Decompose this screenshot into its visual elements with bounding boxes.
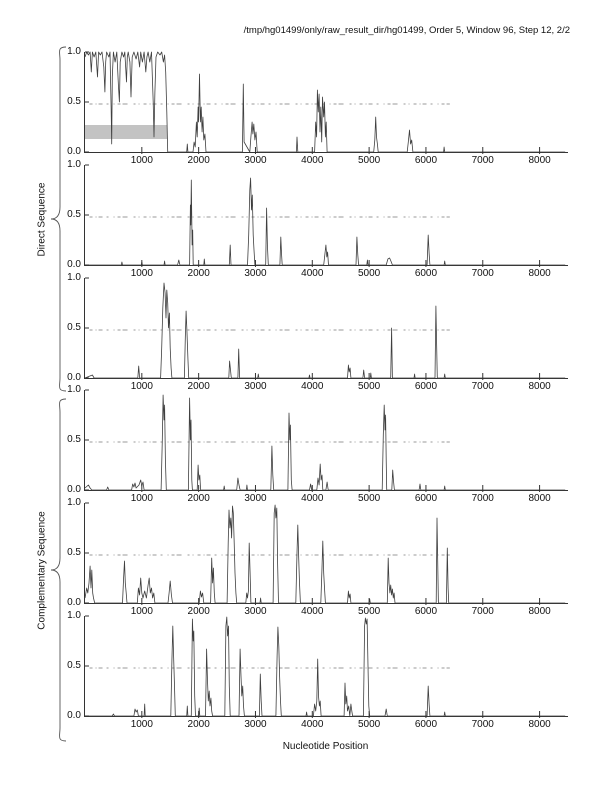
similarity-curve	[85, 177, 566, 266]
x-tick-label: 3000	[244, 493, 267, 505]
y-tick-label: 1.0	[67, 158, 81, 170]
y-tick-label: 0.0	[67, 258, 81, 270]
similarity-curve	[84, 394, 566, 491]
x-tick-label: 2000	[187, 267, 210, 279]
x-tick-label: 3000	[244, 606, 267, 618]
plot-title: /tmp/hg01499/only/raw_result_dir/hg01499…	[243, 25, 570, 36]
x-tick-label: 6000	[414, 267, 438, 279]
x-tick-label: 7000	[471, 380, 494, 392]
y-tick-label: 0.5	[67, 321, 81, 333]
y-tick-label: 0.0	[67, 146, 81, 157]
panel-canvas	[84, 502, 566, 606]
x-tick-label: 4000	[301, 155, 324, 166]
x-tick-label: 7000	[471, 606, 494, 618]
x-tick-label: 5000	[357, 606, 381, 618]
direct-group-brace	[50, 46, 67, 392]
panel-complementary-1: 1000 2000 3000 4000 5000 6000 7000 8000 1.0 0.5 0.…	[67, 385, 568, 504]
y-tick-label: 0.0	[67, 597, 81, 609]
panel-direct-2: 1000 2000 3000 4000 5000 6000 7000 8000 1.0 0.5 0.…	[67, 159, 568, 279]
x-tick-label: 7000	[471, 267, 494, 279]
x-tick-label: 1000	[130, 155, 153, 166]
x-tick-label: 2000	[187, 493, 210, 505]
similarity-curve	[84, 282, 566, 378]
panel-direct-1: 1000 2000 3000 4000 5000 6000 7000 8000 1.0 0.5 0.…	[67, 47, 568, 166]
y-tick-label: 1.0	[67, 497, 81, 509]
highlight-region	[85, 125, 168, 139]
x-tick-label: 1000	[130, 719, 153, 730]
complementary-sequence-label: Complementary Sequence	[36, 511, 48, 630]
x-tick-label: 6000	[414, 719, 438, 730]
similarity-curve	[84, 51, 566, 153]
x-tick-label: 3000	[244, 267, 267, 279]
x-tick-label: 1000	[130, 606, 153, 618]
x-tick-label: 5000	[357, 719, 381, 730]
similarity-curve	[84, 504, 566, 604]
x-tick-label: 7000	[471, 155, 494, 166]
x-tick-label: 6000	[414, 380, 438, 392]
x-tick-label: 7000	[471, 719, 494, 730]
x-tick-label: 2000	[187, 719, 210, 730]
complementary-group-brace	[50, 398, 67, 742]
x-tick-label: 4000	[301, 267, 324, 279]
panel-complementary-3: 1000 2000 3000 4000 5000 6000 7000 8000 1.0 0.5 0.…	[67, 611, 568, 730]
panel-direct-3: 1000 2000 3000 4000 5000 6000 7000 8000 1.0 0.5 0.…	[67, 272, 568, 392]
direct-sequence-label: Direct Sequence	[36, 182, 48, 257]
y-tick-label: 0.5	[67, 96, 81, 107]
x-tick-label: 2000	[187, 155, 210, 166]
x-tick-label: 2000	[187, 606, 210, 618]
x-tick-label: 8000	[528, 719, 551, 730]
panel-canvas	[85, 164, 566, 267]
similarity-curve	[85, 616, 566, 717]
x-tick-label: 6000	[414, 493, 438, 505]
x-tick-label: 1000	[130, 493, 153, 505]
x-tick-label: 4000	[301, 380, 324, 392]
y-tick-label: 1.0	[67, 46, 81, 57]
x-tick-label: 5000	[357, 380, 381, 392]
x-tick-label: 6000	[414, 606, 438, 618]
x-tick-label: 3000	[244, 719, 267, 730]
y-tick-label: 0.5	[67, 547, 81, 559]
x-tick-label: 8000	[528, 380, 551, 392]
x-tick-label: 8000	[528, 493, 551, 505]
x-tick-label: 3000	[244, 155, 267, 166]
x-tick-label: 6000	[414, 155, 438, 166]
panel-complementary-2: 1000 2000 3000 4000 5000 6000 7000 8000 1.0 0.5 0.…	[67, 498, 568, 617]
x-axis-label: Nucleotide Position	[282, 741, 369, 752]
panel-canvas	[85, 615, 566, 718]
x-tick-label: 5000	[357, 267, 381, 279]
y-tick-label: 1.0	[67, 610, 81, 621]
x-tick-label: 5000	[357, 493, 381, 505]
y-tick-label: 0.0	[67, 710, 81, 721]
y-tick-label: 0.5	[67, 434, 81, 446]
y-tick-label: 1.0	[67, 271, 81, 283]
x-tick-label: 2000	[187, 380, 210, 392]
x-tick-label: 3000	[244, 380, 267, 392]
x-tick-label: 8000	[528, 155, 551, 166]
panel-canvas	[84, 389, 566, 493]
x-tick-label: 5000	[357, 155, 381, 166]
y-tick-label: 0.0	[67, 484, 81, 496]
panel-canvas	[84, 277, 566, 380]
x-tick-label: 4000	[301, 606, 324, 618]
panel-canvas	[84, 51, 566, 154]
x-tick-label: 4000	[301, 493, 324, 505]
x-tick-label: 4000	[301, 719, 324, 730]
x-tick-label: 8000	[528, 267, 551, 279]
y-tick-label: 0.5	[67, 660, 81, 671]
y-tick-label: 0.5	[67, 208, 81, 220]
y-tick-label: 0.0	[67, 371, 81, 383]
x-tick-label: 1000	[130, 380, 153, 392]
x-tick-label: 8000	[528, 606, 551, 618]
x-tick-label: 1000	[130, 267, 153, 279]
x-tick-label: 7000	[471, 493, 494, 505]
y-tick-label: 1.0	[67, 384, 81, 396]
